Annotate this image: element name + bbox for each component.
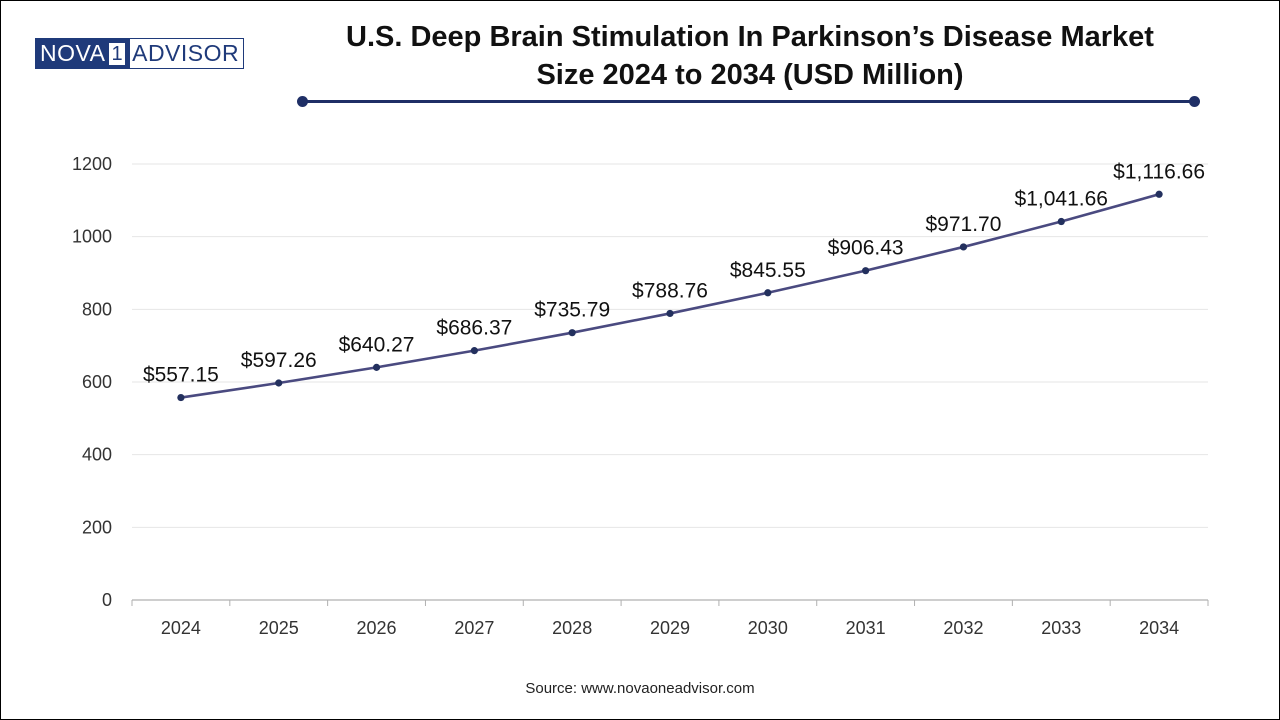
y-tick-label: 800 [82, 299, 112, 319]
x-tick-label: 2031 [846, 618, 886, 638]
data-point [470, 347, 478, 355]
chart-title-line-2: Size 2024 to 2034 (USD Million) [536, 59, 964, 91]
x-tick-label: 2028 [552, 618, 592, 638]
data-point [275, 379, 283, 387]
x-tick-label: 2034 [1139, 618, 1179, 638]
data-point [372, 363, 381, 371]
x-tick-label: 2026 [357, 618, 397, 638]
x-tick-label: 2027 [454, 618, 494, 638]
chart-title-line-1: U.S. Deep Brain Stimulation In Parkinson… [346, 21, 1154, 53]
title-divider-left-dot [297, 96, 308, 107]
y-tick-label: 200 [82, 517, 112, 537]
y-tick-label: 1200 [72, 154, 112, 174]
data-point [959, 243, 968, 251]
logo-text-advisor: ADVISOR [130, 38, 245, 69]
logo-text-nova: NOVA [40, 40, 106, 66]
data-point [1057, 217, 1065, 226]
data-point [1155, 190, 1163, 198]
data-point [666, 309, 674, 318]
x-tick-label: 2024 [161, 618, 201, 638]
chart-title: U.S. Deep Brain Stimulation In Parkinson… [290, 18, 1210, 94]
brand-logo: NOVA 1 ADVISOR [35, 38, 249, 69]
data-label: $640.27 [339, 333, 415, 356]
data-label: $557.15 [143, 364, 219, 387]
data-point [862, 267, 870, 275]
data-point [568, 329, 576, 337]
y-tick-label: 1000 [72, 227, 112, 247]
x-tick-label: 2025 [259, 618, 299, 638]
title-divider [302, 100, 1195, 103]
data-label: $845.55 [730, 259, 806, 282]
source-note: Source: www.novaoneadvisor.com [525, 680, 755, 697]
logo-text-one: 1 [108, 41, 127, 66]
x-tick-label: 2033 [1041, 618, 1081, 638]
data-label: $971.70 [925, 213, 1001, 236]
x-tick-label: 2032 [943, 618, 983, 638]
logo-nova-block: NOVA 1 [35, 38, 131, 69]
x-tick-label: 2029 [650, 618, 690, 638]
x-tick-label: 2030 [748, 618, 788, 638]
data-point [764, 289, 772, 297]
data-label: $686.37 [436, 317, 512, 340]
data-label: $597.26 [241, 349, 317, 372]
data-label: $1,116.66 [1113, 160, 1205, 183]
title-divider-right-dot [1189, 96, 1200, 107]
data-label: $735.79 [534, 299, 610, 322]
y-tick-label: 0 [102, 590, 112, 610]
y-tick-label: 600 [82, 372, 112, 392]
data-point [177, 393, 185, 402]
y-tick-label: 400 [82, 445, 112, 465]
data-label: $906.43 [828, 237, 904, 260]
data-label: $1,041.66 [1015, 188, 1108, 211]
data-label: $788.76 [632, 279, 708, 302]
